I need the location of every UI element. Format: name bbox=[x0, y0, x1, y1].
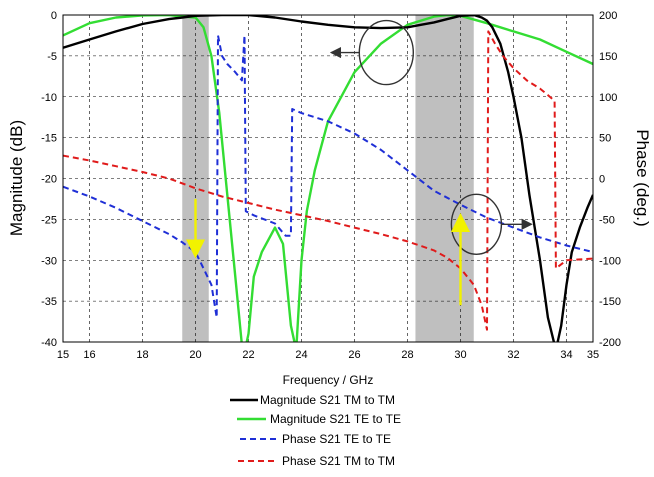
y-tick-label-left--15: -15 bbox=[41, 133, 57, 145]
grid bbox=[62, 14, 594, 343]
x-tick-label-34: 34 bbox=[560, 349, 572, 361]
y-axis-label-right: Phase (deg.) bbox=[633, 129, 652, 226]
x-tick-label-26: 26 bbox=[348, 349, 360, 361]
y-tick-label-left--25: -25 bbox=[41, 214, 57, 226]
series-line-phase-s21-tm-to-tm bbox=[63, 30, 593, 331]
y-tick-label-left-0: 0 bbox=[51, 10, 57, 22]
y-tick-label-right--100: -100 bbox=[599, 255, 621, 267]
legend-label-phase-s21-tm-to-tm: Phase S21 TM to TM bbox=[282, 454, 395, 468]
x-tick-label-20: 20 bbox=[189, 349, 201, 361]
y-tick-label-left--35: -35 bbox=[41, 296, 57, 308]
x-tick-label-16: 16 bbox=[83, 349, 95, 361]
y-tick-label-right--200: -200 bbox=[599, 337, 621, 349]
x-axis-label: Frequency / GHz bbox=[283, 373, 374, 387]
y-tick-label-left--5: -5 bbox=[47, 51, 57, 63]
y-tick-labels-right: 200 150 100 50 0 -50 -100 -150 -200 bbox=[599, 10, 621, 349]
y-tick-label-right-0: 0 bbox=[599, 174, 605, 186]
plot-frame bbox=[62, 14, 594, 343]
y-tick-label-left--10: -10 bbox=[41, 92, 57, 104]
y-tick-label-right-150: 150 bbox=[599, 51, 617, 63]
x-tick-label-22: 22 bbox=[242, 349, 254, 361]
x-tick-labels: 15 16 18 20 22 24 26 28 30 32 34 35 bbox=[57, 349, 599, 361]
legend: Magnitude S21 TM to TM Magnitude S21 TE t… bbox=[230, 393, 401, 468]
y-tick-label-left--40: -40 bbox=[41, 337, 57, 349]
y-tick-label-left--30: -30 bbox=[41, 255, 57, 267]
y-tick-label-right-50: 50 bbox=[599, 133, 611, 145]
x-tick-label-32: 32 bbox=[507, 349, 519, 361]
x-tick-label-18: 18 bbox=[136, 349, 148, 361]
annotations bbox=[185, 19, 533, 306]
y-tick-label-right--50: -50 bbox=[599, 214, 615, 226]
x-tick-label-30: 30 bbox=[454, 349, 466, 361]
x-tick-label-24: 24 bbox=[295, 349, 307, 361]
x-tick-label-35: 35 bbox=[587, 349, 599, 361]
legend-label-magnitude-s21-te-to-te: Magnitude S21 TE to TE bbox=[270, 412, 401, 426]
y-tick-label-left--20: -20 bbox=[41, 174, 57, 186]
y-tick-labels-left: 0 -5 -10 -15 -20 -25 -30 -35 -40 bbox=[41, 10, 57, 349]
y-tick-label-right-100: 100 bbox=[599, 92, 617, 104]
x-tick-label-15: 15 bbox=[57, 349, 69, 361]
y-tick-label-right-200: 200 bbox=[599, 10, 617, 22]
series-line-magnitude-s21-tm-to-tm bbox=[63, 15, 593, 342]
legend-label-phase-s21-te-to-te: Phase S21 TE to TE bbox=[282, 432, 391, 446]
y-tick-label-right--150: -150 bbox=[599, 296, 621, 308]
legend-label-magnitude-s21-tm-to-tm: Magnitude S21 TM to TM bbox=[260, 393, 395, 407]
x-tick-label-28: 28 bbox=[401, 349, 413, 361]
y-axis-label-left: Magnitude (dB) bbox=[7, 120, 26, 236]
